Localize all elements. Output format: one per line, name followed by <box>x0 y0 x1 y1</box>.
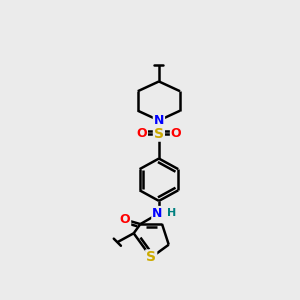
Text: O: O <box>171 127 182 140</box>
Text: O: O <box>136 127 147 140</box>
Text: S: S <box>146 250 156 264</box>
Text: H: H <box>167 208 176 218</box>
Text: N: N <box>154 114 164 127</box>
Text: O: O <box>120 213 130 226</box>
Text: N: N <box>152 207 163 220</box>
Text: S: S <box>154 127 164 141</box>
